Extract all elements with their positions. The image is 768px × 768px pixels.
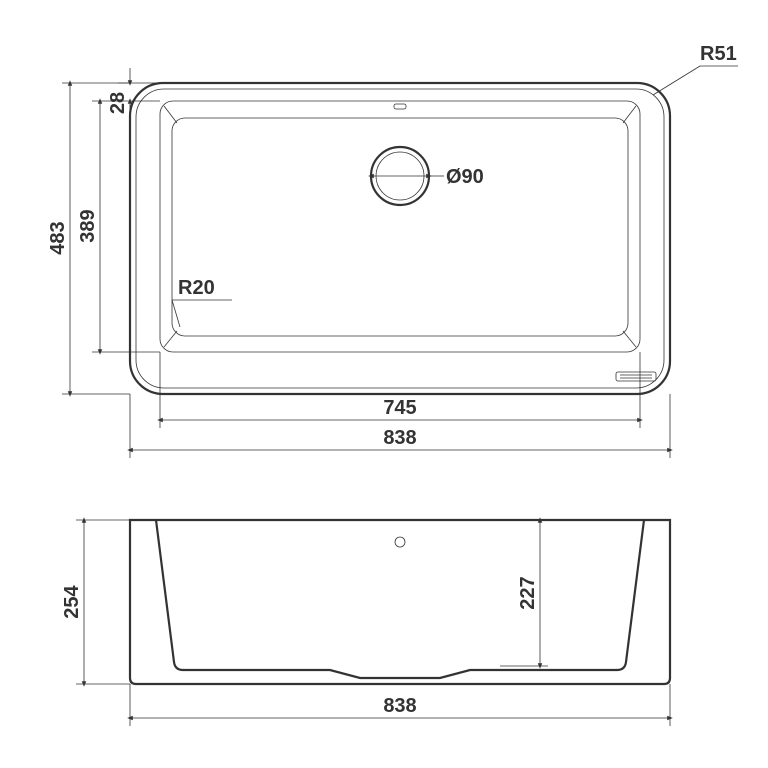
dim-745: 745 <box>383 397 416 419</box>
technical-drawing: 745 838 483 389 28 R51 R20 <box>0 0 768 768</box>
dim-r51: R51 <box>700 43 737 65</box>
dim-254: 254 <box>61 584 83 618</box>
dim-227: 227 <box>517 576 539 609</box>
dim-389: 389 <box>77 209 99 242</box>
dim-28: 28 <box>107 92 129 114</box>
dim-838-top: 838 <box>383 427 416 449</box>
top-view: 745 838 483 389 28 R51 R20 <box>47 43 738 458</box>
dim-483: 483 <box>47 221 69 254</box>
dim-r20: R20 <box>178 277 215 299</box>
dim-d90: Ø90 <box>446 166 484 188</box>
dim-838-bottom: 838 <box>383 695 416 717</box>
side-view: 838 254 227 <box>61 520 670 726</box>
